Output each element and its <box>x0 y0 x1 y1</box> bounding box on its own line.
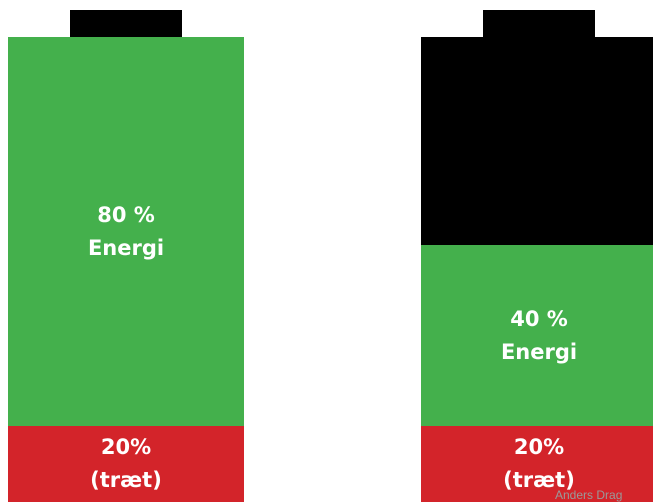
battery-right-energy-segment: 40 % Energi <box>421 245 653 426</box>
battery-left-energy-segment: 80 % Energi <box>8 37 244 426</box>
battery-left: 80 % Energi 20% (træt) <box>8 10 244 502</box>
battery-right-empty-segment <box>421 37 653 245</box>
battery-left-energy-word: Energi <box>87 235 165 260</box>
battery-left-tired-word: (træt) <box>90 468 162 492</box>
battery-right-cap <box>483 10 595 37</box>
battery-left-tired-percent: 20% <box>100 435 152 460</box>
battery-right-tired-segment: 20% (træt) <box>421 426 653 502</box>
battery-right-tired-word: (træt) <box>503 468 575 492</box>
battery-right-energy-percent: 40 % <box>510 306 568 331</box>
battery-right-tired-percent: 20% <box>513 435 565 460</box>
battery-left-tired-segment: 20% (træt) <box>8 426 244 502</box>
watermark-text: Anders Drag <box>555 488 623 502</box>
battery-right-energy-word: Energi <box>500 339 578 364</box>
battery-left-energy-percent: 80 % <box>97 202 155 227</box>
battery-right: 40 % Energi 20% (træt) <box>421 10 653 502</box>
battery-left-cap <box>70 10 182 37</box>
